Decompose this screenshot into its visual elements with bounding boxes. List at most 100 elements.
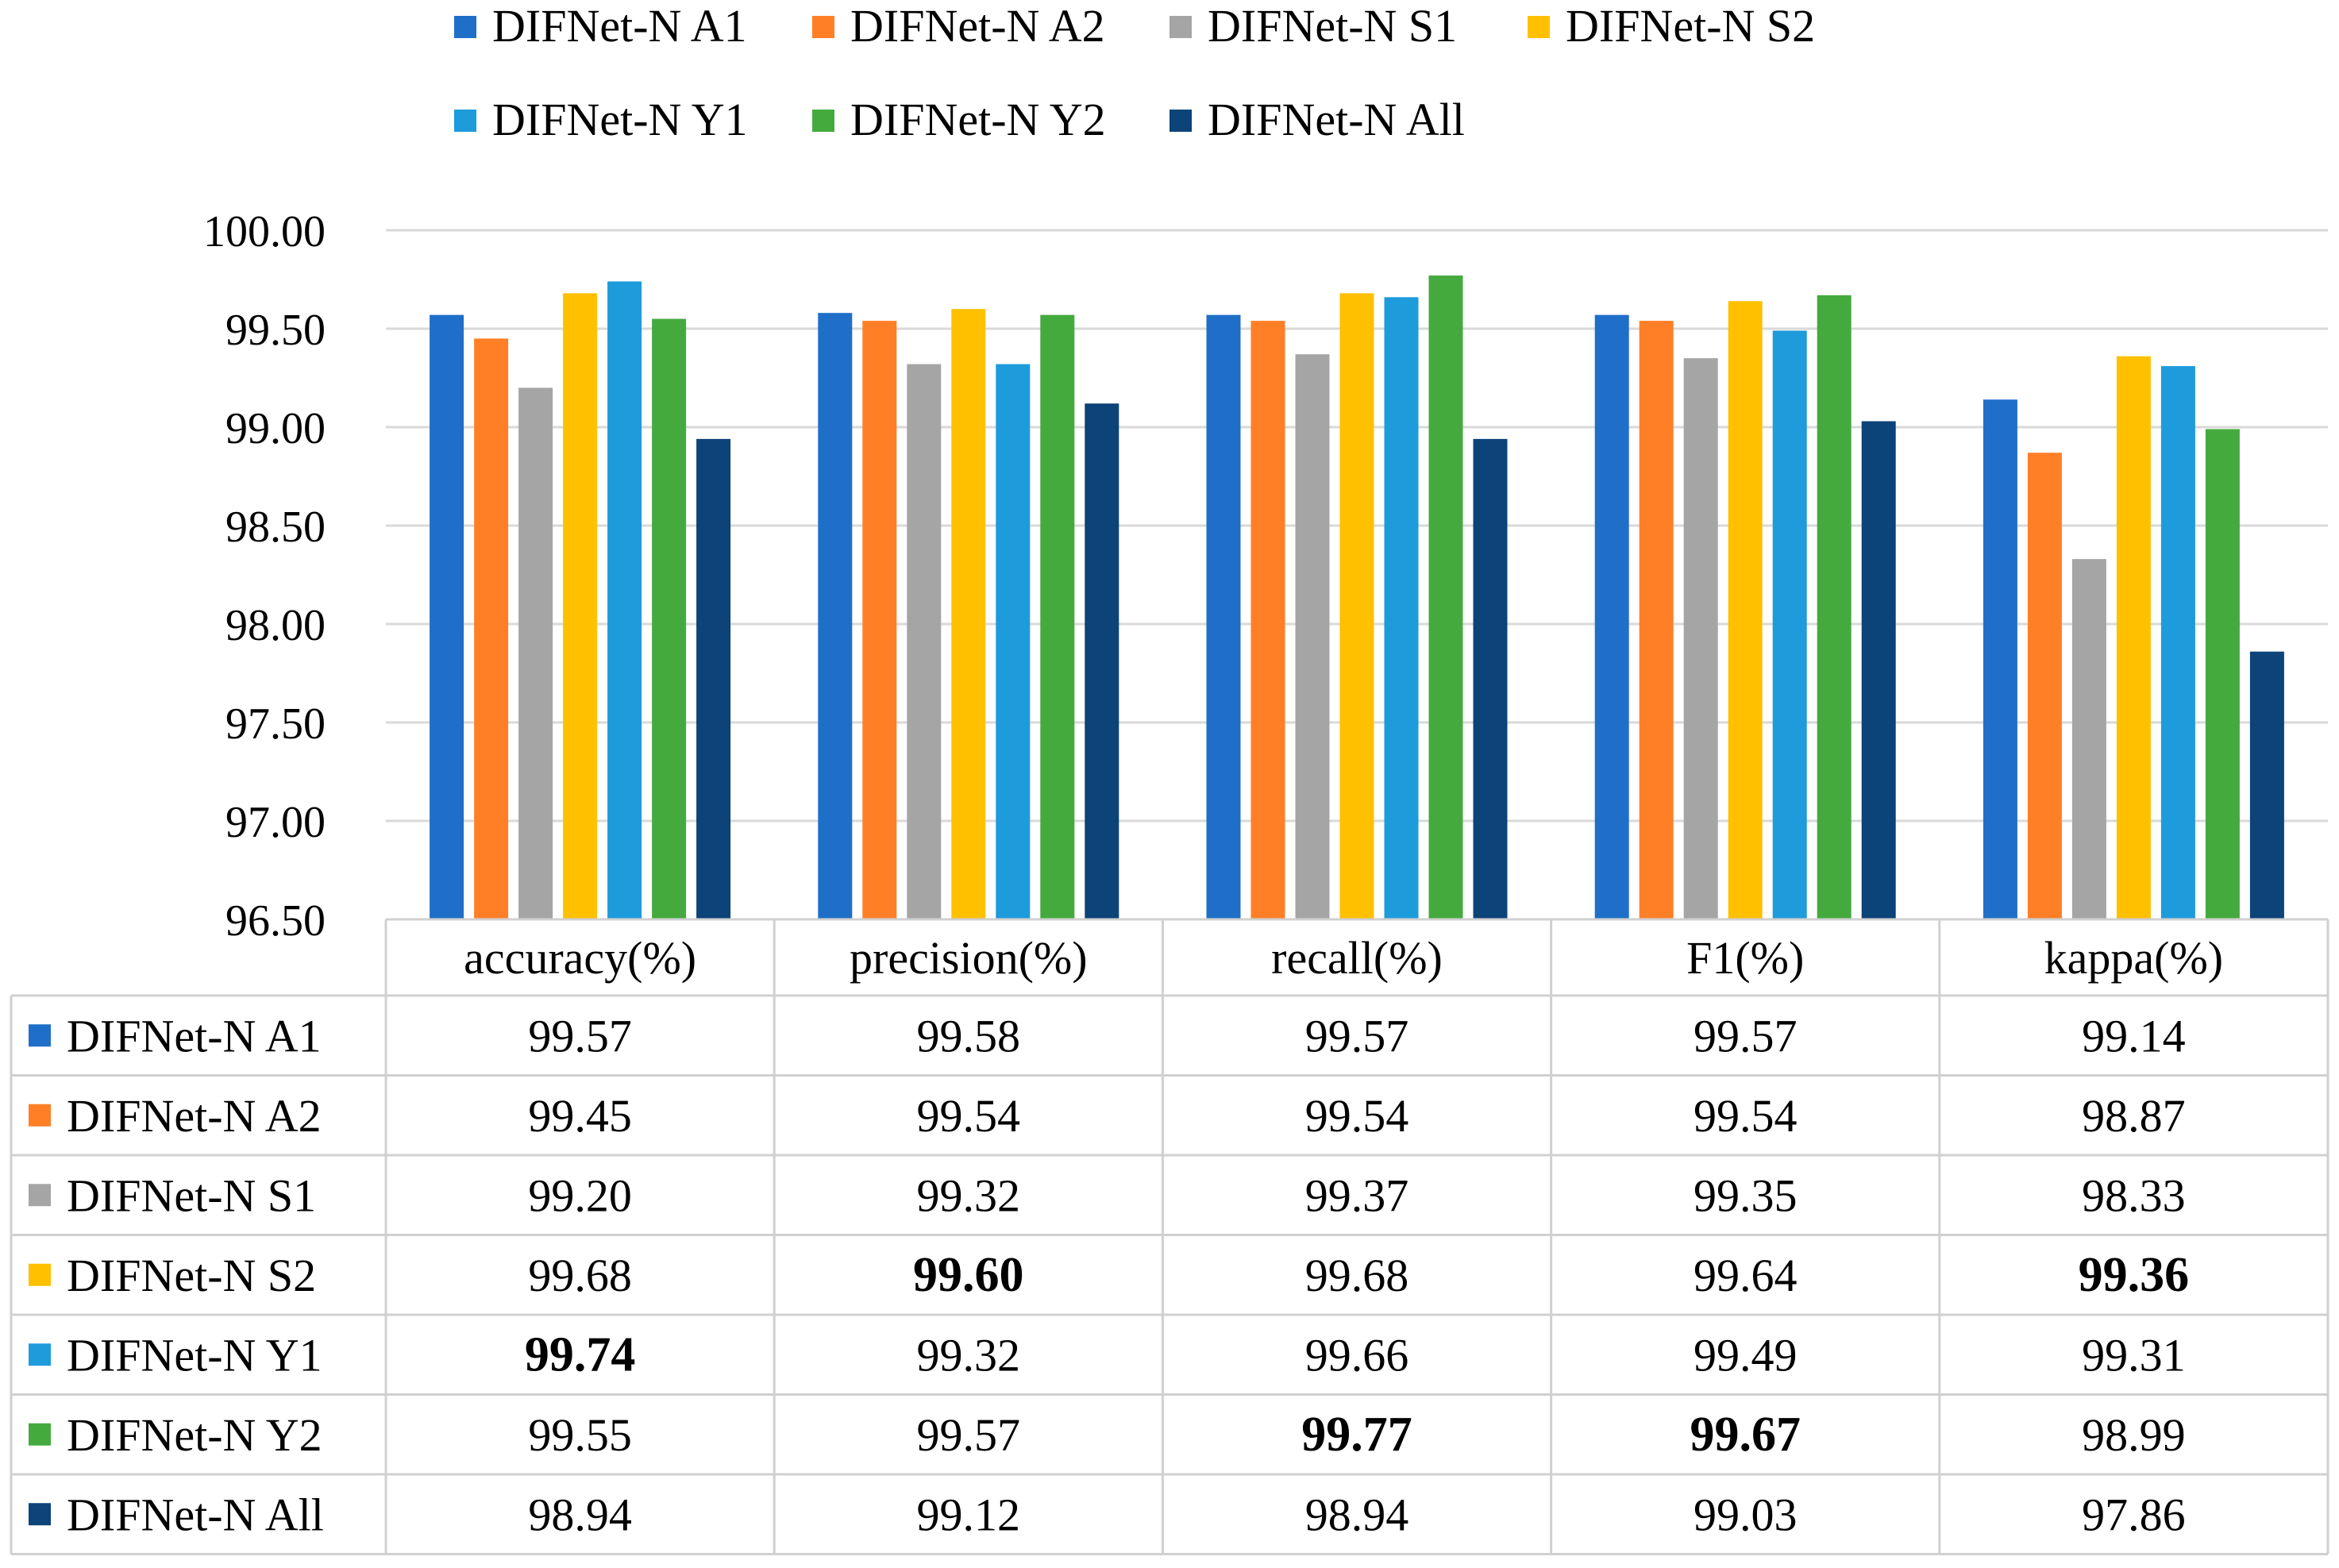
bar-difnet-n-a1-kappa bbox=[1983, 399, 2017, 919]
bar-difnet-n-s1-f1 bbox=[1683, 358, 1718, 919]
bar-difnet-n-s2-accuracy bbox=[563, 293, 598, 919]
bar-difnet-n-a1-precision bbox=[818, 313, 853, 919]
bar-difnet-n-a1-f1 bbox=[1594, 314, 1629, 919]
table-cell-difnet-n-s2-recall: 99.68 bbox=[1305, 1250, 1409, 1301]
x-category-label-f1: F1(%) bbox=[1686, 932, 1804, 984]
table-cell-difnet-n-a2-f1: 99.54 bbox=[1694, 1090, 1798, 1142]
table-cell-difnet-n-a1-f1: 99.57 bbox=[1694, 1010, 1798, 1061]
table-cell-difnet-n-s1-f1: 99.35 bbox=[1694, 1169, 1798, 1221]
table-cell-difnet-n-y2-f1: 99.67 bbox=[1690, 1408, 1801, 1462]
legend-swatch-difnet-n-s2 bbox=[1528, 16, 1550, 38]
bar-difnet-n-y2-accuracy bbox=[652, 318, 687, 920]
y-tick-label: 97.00 bbox=[225, 798, 326, 847]
table-cell-difnet-n-all-accuracy: 98.94 bbox=[528, 1489, 632, 1540]
table-row-label-difnet-n-a1: DIFNet-N A1 bbox=[67, 1010, 322, 1061]
table-cell-difnet-n-y1-recall: 99.66 bbox=[1305, 1329, 1409, 1381]
y-tick-label: 99.00 bbox=[225, 404, 326, 453]
bar-difnet-n-s2-kappa bbox=[2116, 356, 2151, 920]
table-cell-difnet-n-a2-recall: 99.54 bbox=[1305, 1090, 1409, 1142]
x-category-label-accuracy: accuracy(%) bbox=[464, 932, 696, 984]
table-cell-difnet-n-s2-accuracy: 99.68 bbox=[528, 1250, 632, 1301]
bar-difnet-n-s1-recall bbox=[1295, 354, 1330, 919]
x-category-label-recall: recall(%) bbox=[1271, 932, 1443, 984]
bar-difnet-n-a2-kappa bbox=[2027, 453, 2062, 919]
table-cell-difnet-n-y1-accuracy: 99.74 bbox=[525, 1327, 636, 1381]
table-cell-difnet-n-a2-precision: 99.54 bbox=[917, 1090, 1021, 1142]
bar-difnet-n-y1-recall bbox=[1384, 297, 1419, 919]
table-cell-difnet-n-a1-kappa: 99.14 bbox=[2082, 1010, 2186, 1061]
data-table: accuracy(%) precision(%) recall(%) F1(%) kap… bbox=[10, 918, 2329, 1555]
legend-swatch-difnet-n-y1 bbox=[454, 110, 476, 132]
legend-label-difnet-n-a2: DIFNet-N A2 bbox=[850, 0, 1105, 52]
legend-label-difnet-n-y1: DIFNet-N Y1 bbox=[492, 94, 748, 145]
table-cell-difnet-n-y2-kappa: 98.99 bbox=[2082, 1409, 2186, 1461]
legend-swatch-difnet-n-a1 bbox=[454, 16, 476, 38]
table-row-label-difnet-n-y2: DIFNet-N Y2 bbox=[67, 1409, 322, 1461]
bar-difnet-n-all-kappa bbox=[2249, 651, 2284, 919]
legend-label-difnet-n-s1: DIFNet-N S1 bbox=[1208, 0, 1457, 52]
bar-difnet-n-y1-accuracy bbox=[607, 281, 642, 920]
table-cell-difnet-n-a1-accuracy: 99.57 bbox=[528, 1010, 632, 1061]
y-tick-label: 100.00 bbox=[203, 207, 326, 256]
table-cell-difnet-n-y2-precision: 99.57 bbox=[917, 1409, 1021, 1461]
legend-swatch-difnet-n-a2 bbox=[812, 16, 834, 38]
table-cell-difnet-n-y2-recall: 99.77 bbox=[1301, 1408, 1412, 1462]
table-cell-difnet-n-s2-f1: 99.64 bbox=[1694, 1250, 1798, 1301]
bar-difnet-n-a2-recall bbox=[1250, 321, 1285, 920]
y-tick-label: 97.50 bbox=[225, 699, 326, 749]
table-row-label-difnet-n-y1: DIFNet-N Y1 bbox=[67, 1329, 322, 1381]
table-cell-difnet-n-all-kappa: 97.86 bbox=[2082, 1489, 2186, 1540]
bar-difnet-n-s2-f1 bbox=[1728, 301, 1763, 919]
bars bbox=[430, 275, 2284, 920]
table-cell-difnet-n-y1-f1: 99.49 bbox=[1694, 1329, 1798, 1381]
bar-difnet-n-s1-kappa bbox=[2071, 559, 2106, 919]
table-cell-difnet-n-y1-kappa: 99.31 bbox=[2082, 1329, 2186, 1381]
table-swatch-difnet-n-s2 bbox=[29, 1263, 51, 1286]
bar-difnet-n-y2-precision bbox=[1040, 314, 1075, 919]
table-cell-difnet-n-y2-accuracy: 99.55 bbox=[528, 1409, 632, 1461]
bar-difnet-n-a1-accuracy bbox=[430, 314, 464, 919]
table-cell-difnet-n-s1-precision: 99.32 bbox=[917, 1169, 1021, 1221]
bar-difnet-n-s1-accuracy bbox=[518, 387, 553, 919]
table-cell-difnet-n-a1-precision: 99.58 bbox=[917, 1010, 1021, 1061]
table-cell-difnet-n-y1-precision: 99.32 bbox=[917, 1329, 1021, 1381]
legend-label-difnet-n-s2: DIFNet-N S2 bbox=[1566, 0, 1815, 52]
bar-difnet-n-all-f1 bbox=[1861, 421, 1896, 919]
table-row-label-difnet-n-s1: DIFNet-N S1 bbox=[67, 1169, 316, 1221]
legend: DIFNet-N A1 DIFNet-N A2 DIFNet-N S1 DIFNet-… bbox=[454, 0, 1815, 145]
table-cell-difnet-n-a2-kappa: 98.87 bbox=[2082, 1090, 2186, 1142]
bar-difnet-n-all-recall bbox=[1473, 438, 1508, 919]
y-tick-label: 98.50 bbox=[225, 503, 326, 552]
table-cell-difnet-n-s1-accuracy: 99.20 bbox=[528, 1169, 632, 1221]
bar-difnet-n-a2-f1 bbox=[1639, 321, 1674, 920]
y-tick-label: 96.50 bbox=[225, 896, 326, 946]
bar-difnet-n-y1-kappa bbox=[2160, 366, 2195, 919]
y-axis: 100.00 99.50 99.00 98.50 98.00 97.50 97.00 96.5… bbox=[203, 207, 326, 946]
bar-difnet-n-s1-precision bbox=[907, 364, 942, 919]
table-cell-difnet-n-s2-kappa: 99.36 bbox=[2079, 1248, 2190, 1302]
legend-label-difnet-n-y2: DIFNet-N Y2 bbox=[850, 94, 1106, 145]
table-cell-difnet-n-all-f1: 99.03 bbox=[1694, 1489, 1798, 1540]
bar-difnet-n-y2-recall bbox=[1428, 275, 1463, 919]
legend-swatch-difnet-n-s1 bbox=[1170, 16, 1192, 38]
table-cell-difnet-n-s1-kappa: 98.33 bbox=[2082, 1169, 2186, 1221]
bar-difnet-n-a2-accuracy bbox=[474, 338, 509, 919]
table-cell-difnet-n-a1-recall: 99.57 bbox=[1305, 1010, 1409, 1061]
table-swatch-difnet-n-a1 bbox=[29, 1024, 51, 1047]
y-tick-label: 99.50 bbox=[225, 306, 326, 355]
table-cell-difnet-n-all-recall: 98.94 bbox=[1305, 1489, 1409, 1540]
table-row-label-difnet-n-all: DIFNet-N All bbox=[67, 1489, 324, 1540]
table-cell-difnet-n-all-precision: 99.12 bbox=[917, 1489, 1021, 1540]
table-cell-difnet-n-a2-accuracy: 99.45 bbox=[528, 1090, 632, 1142]
x-category-label-kappa: kappa(%) bbox=[2044, 932, 2223, 984]
bar-difnet-n-s2-precision bbox=[951, 309, 986, 919]
table-swatch-difnet-n-s1 bbox=[29, 1184, 51, 1207]
bar-difnet-n-y2-f1 bbox=[1817, 295, 1852, 920]
legend-swatch-difnet-n-y2 bbox=[812, 110, 834, 132]
bar-difnet-n-a2-precision bbox=[862, 321, 897, 920]
x-category-label-precision: precision(%) bbox=[850, 932, 1088, 984]
table-swatch-difnet-n-all bbox=[29, 1503, 51, 1526]
table-swatch-difnet-n-a2 bbox=[29, 1104, 51, 1127]
legend-label-difnet-n-a1: DIFNet-N A1 bbox=[492, 0, 747, 52]
